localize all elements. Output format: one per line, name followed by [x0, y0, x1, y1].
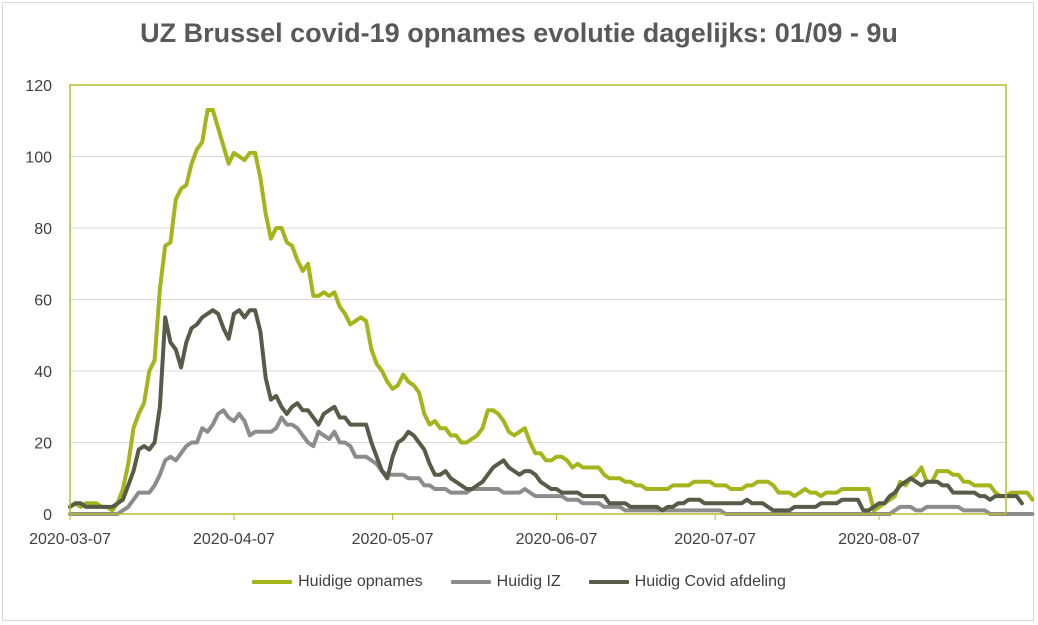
y-tick-label: 40 [34, 364, 52, 381]
legend-label: Huidig IZ [496, 573, 561, 590]
x-axis-ticks: 2020-03-07 2020-04-07 2020-05-07 2020-06-07… [29, 514, 920, 548]
legend-swatch [252, 580, 293, 584]
x-tick-label: 2020-05-07 [352, 531, 434, 548]
y-axis-ticks: 0 20 40 60 80 100 120 [25, 78, 52, 524]
y-tick-label: 120 [25, 78, 52, 95]
x-tick-label: 2020-08-07 [838, 531, 920, 548]
x-tick-label: 2020-06-07 [516, 531, 598, 548]
legend-item-huidig-iz: Huidig IZ [450, 573, 561, 591]
y-tick-label: 0 [43, 507, 52, 524]
series-lines [68, 108, 1035, 516]
plot-area-border [69, 84, 1007, 515]
y-tick-label: 20 [34, 436, 52, 453]
x-tick-label: 2020-04-07 [193, 531, 275, 548]
gridlines [70, 156, 1006, 443]
series-line-huidig-covid-afdeling [68, 308, 1024, 513]
y-tick-label: 60 [34, 293, 52, 310]
y-tick-label: 100 [25, 150, 52, 167]
legend-item-huidige-opnames: Huidige opnames [252, 573, 423, 591]
series-line-huidige-opnames [68, 108, 1035, 513]
legend-item-huidig-covid-afdeling: Huidig Covid afdeling [588, 573, 786, 591]
chart-title: UZ Brussel covid-19 opnames evolutie dag… [140, 18, 898, 48]
legend-label: Huidige opnames [298, 573, 423, 590]
legend-swatch [450, 580, 491, 584]
legend-label: Huidig Covid afdeling [634, 573, 786, 590]
legend: Huidige opnames Huidig IZ Huidig Covid a… [0, 573, 1038, 591]
legend-swatch [588, 580, 629, 584]
y-tick-label: 80 [34, 221, 52, 238]
x-tick-label: 2020-07-07 [674, 531, 756, 548]
x-tick-label: 2020-03-07 [29, 531, 111, 548]
